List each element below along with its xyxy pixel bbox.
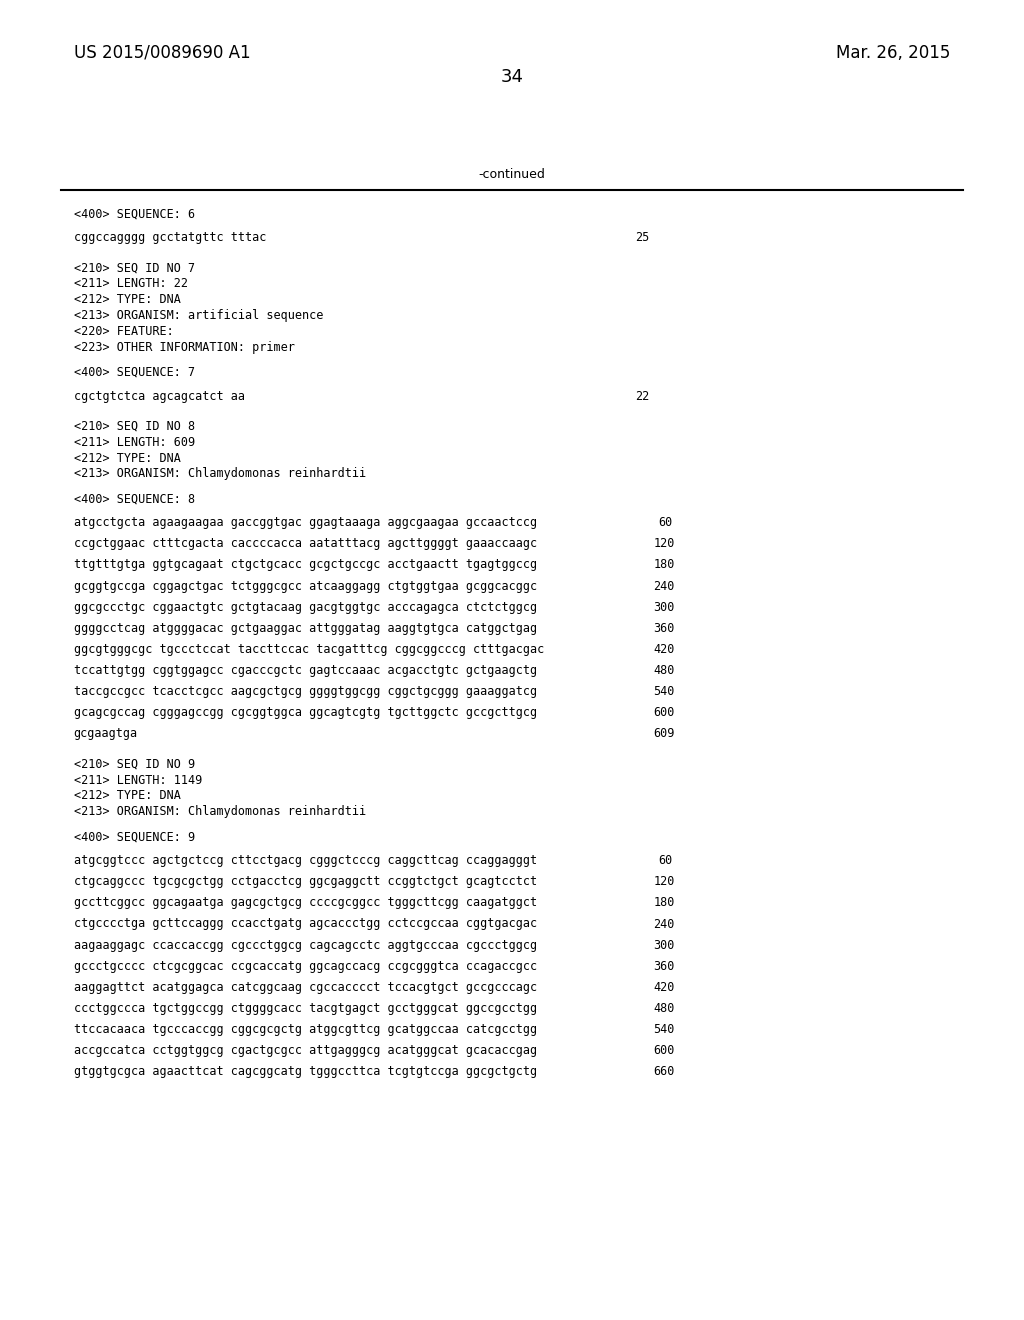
Text: accgccatca cctggtggcg cgactgcgcc attgagggcg acatgggcat gcacaccgag: accgccatca cctggtggcg cgactgcgcc attgagg… xyxy=(74,1044,537,1057)
Text: <210> SEQ ID NO 8: <210> SEQ ID NO 8 xyxy=(74,420,195,433)
Text: ccctggccca tgctggccgg ctggggcacc tacgtgagct gcctgggcat ggccgcctgg: ccctggccca tgctggccgg ctggggcacc tacgtga… xyxy=(74,1002,537,1015)
Text: Mar. 26, 2015: Mar. 26, 2015 xyxy=(836,44,950,62)
Text: 540: 540 xyxy=(653,685,675,698)
Text: <212> TYPE: DNA: <212> TYPE: DNA xyxy=(74,293,180,306)
Text: gcgaagtga: gcgaagtga xyxy=(74,727,138,741)
Text: 600: 600 xyxy=(653,706,675,719)
Text: gccttcggcc ggcagaatga gagcgctgcg ccccgcggcc tgggcttcgg caagatggct: gccttcggcc ggcagaatga gagcgctgcg ccccgcg… xyxy=(74,896,537,909)
Text: 180: 180 xyxy=(653,558,675,572)
Text: 34: 34 xyxy=(501,67,523,86)
Text: 240: 240 xyxy=(653,917,675,931)
Text: 60: 60 xyxy=(658,854,673,867)
Text: 540: 540 xyxy=(653,1023,675,1036)
Text: aagaaggagc ccaccaccgg cgccctggcg cagcagcctc aggtgcccaa cgccctggcg: aagaaggagc ccaccaccgg cgccctggcg cagcagc… xyxy=(74,939,537,952)
Text: 420: 420 xyxy=(653,643,675,656)
Text: <400> SEQUENCE: 9: <400> SEQUENCE: 9 xyxy=(74,830,195,843)
Text: 480: 480 xyxy=(653,664,675,677)
Text: <210> SEQ ID NO 7: <210> SEQ ID NO 7 xyxy=(74,261,195,275)
Text: ctgcccctga gcttccaggg ccacctgatg agcaccctgg cctccgccaa cggtgacgac: ctgcccctga gcttccaggg ccacctgatg agcaccc… xyxy=(74,917,537,931)
Text: 60: 60 xyxy=(658,516,673,529)
Text: 420: 420 xyxy=(653,981,675,994)
Text: <213> ORGANISM: Chlamydomonas reinhardtii: <213> ORGANISM: Chlamydomonas reinhardti… xyxy=(74,805,366,818)
Text: gtggtgcgca agaacttcat cagcggcatg tgggccttca tcgtgtccga ggcgctgctg: gtggtgcgca agaacttcat cagcggcatg tgggcct… xyxy=(74,1065,537,1078)
Text: <213> ORGANISM: Chlamydomonas reinhardtii: <213> ORGANISM: Chlamydomonas reinhardti… xyxy=(74,467,366,480)
Text: aaggagttct acatggagca catcggcaag cgccacccct tccacgtgct gccgcccagc: aaggagttct acatggagca catcggcaag cgccacc… xyxy=(74,981,537,994)
Text: 480: 480 xyxy=(653,1002,675,1015)
Text: <212> TYPE: DNA: <212> TYPE: DNA xyxy=(74,789,180,803)
Text: 25: 25 xyxy=(635,231,649,244)
Text: atgcctgcta agaagaagaa gaccggtgac ggagtaaaga aggcgaagaa gccaactccg: atgcctgcta agaagaagaa gaccggtgac ggagtaa… xyxy=(74,516,537,529)
Text: <223> OTHER INFORMATION: primer: <223> OTHER INFORMATION: primer xyxy=(74,341,295,354)
Text: tccattgtgg cggtggagcc cgacccgctc gagtccaaac acgacctgtc gctgaagctg: tccattgtgg cggtggagcc cgacccgctc gagtcca… xyxy=(74,664,537,677)
Text: 600: 600 xyxy=(653,1044,675,1057)
Text: 120: 120 xyxy=(653,875,675,888)
Text: <213> ORGANISM: artificial sequence: <213> ORGANISM: artificial sequence xyxy=(74,309,324,322)
Text: ttgtttgtga ggtgcagaat ctgctgcacc gcgctgccgc acctgaactt tgagtggccg: ttgtttgtga ggtgcagaat ctgctgcacc gcgctgc… xyxy=(74,558,537,572)
Text: 609: 609 xyxy=(653,727,675,741)
Text: ctgcaggccc tgcgcgctgg cctgacctcg ggcgaggctt ccggtctgct gcagtcctct: ctgcaggccc tgcgcgctgg cctgacctcg ggcgagg… xyxy=(74,875,537,888)
Text: 300: 300 xyxy=(653,939,675,952)
Text: 360: 360 xyxy=(653,960,675,973)
Text: 300: 300 xyxy=(653,601,675,614)
Text: US 2015/0089690 A1: US 2015/0089690 A1 xyxy=(74,44,250,62)
Text: ttccacaaca tgcccaccgg cggcgcgctg atggcgttcg gcatggccaa catcgcctgg: ttccacaaca tgcccaccgg cggcgcgctg atggcgt… xyxy=(74,1023,537,1036)
Text: atgcggtccc agctgctccg cttcctgacg cgggctcccg caggcttcag ccaggagggt: atgcggtccc agctgctccg cttcctgacg cgggctc… xyxy=(74,854,537,867)
Text: 22: 22 xyxy=(635,389,649,403)
Text: <400> SEQUENCE: 7: <400> SEQUENCE: 7 xyxy=(74,366,195,379)
Text: <211> LENGTH: 609: <211> LENGTH: 609 xyxy=(74,436,195,449)
Text: gcagcgccag cgggagccgg cgcggtggca ggcagtcgtg tgcttggctc gccgcttgcg: gcagcgccag cgggagccgg cgcggtggca ggcagtc… xyxy=(74,706,537,719)
Text: 660: 660 xyxy=(653,1065,675,1078)
Text: 180: 180 xyxy=(653,896,675,909)
Text: 240: 240 xyxy=(653,579,675,593)
Text: <211> LENGTH: 22: <211> LENGTH: 22 xyxy=(74,277,187,290)
Text: cggccagggg gcctatgttc tttac: cggccagggg gcctatgttc tttac xyxy=(74,231,266,244)
Text: <400> SEQUENCE: 8: <400> SEQUENCE: 8 xyxy=(74,492,195,506)
Text: -continued: -continued xyxy=(478,168,546,181)
Text: gccctgcccc ctcgcggcac ccgcaccatg ggcagccacg ccgcgggtca ccagaccgcc: gccctgcccc ctcgcggcac ccgcaccatg ggcagcc… xyxy=(74,960,537,973)
Text: 120: 120 xyxy=(653,537,675,550)
Text: ggcgtgggcgc tgccctccat taccttccac tacgatttcg cggcggcccg ctttgacgac: ggcgtgggcgc tgccctccat taccttccac tacgat… xyxy=(74,643,544,656)
Text: <212> TYPE: DNA: <212> TYPE: DNA xyxy=(74,451,180,465)
Text: <220> FEATURE:: <220> FEATURE: xyxy=(74,325,173,338)
Text: <211> LENGTH: 1149: <211> LENGTH: 1149 xyxy=(74,774,202,787)
Text: <210> SEQ ID NO 9: <210> SEQ ID NO 9 xyxy=(74,758,195,771)
Text: ggcgccctgc cggaactgtc gctgtacaag gacgtggtgc acccagagca ctctctggcg: ggcgccctgc cggaactgtc gctgtacaag gacgtgg… xyxy=(74,601,537,614)
Text: taccgccgcc tcacctcgcc aagcgctgcg ggggtggcgg cggctgcggg gaaaggatcg: taccgccgcc tcacctcgcc aagcgctgcg ggggtgg… xyxy=(74,685,537,698)
Text: cgctgtctca agcagcatct aa: cgctgtctca agcagcatct aa xyxy=(74,389,245,403)
Text: ggggcctcag atggggacac gctgaaggac attgggatag aaggtgtgca catggctgag: ggggcctcag atggggacac gctgaaggac attggga… xyxy=(74,622,537,635)
Text: gcggtgccga cggagctgac tctgggcgcc atcaaggagg ctgtggtgaa gcggcacggc: gcggtgccga cggagctgac tctgggcgcc atcaagg… xyxy=(74,579,537,593)
Text: 360: 360 xyxy=(653,622,675,635)
Text: <400> SEQUENCE: 6: <400> SEQUENCE: 6 xyxy=(74,207,195,220)
Text: ccgctggaac ctttcgacta caccccacca aatatttacg agcttggggt gaaaccaagc: ccgctggaac ctttcgacta caccccacca aatattt… xyxy=(74,537,537,550)
